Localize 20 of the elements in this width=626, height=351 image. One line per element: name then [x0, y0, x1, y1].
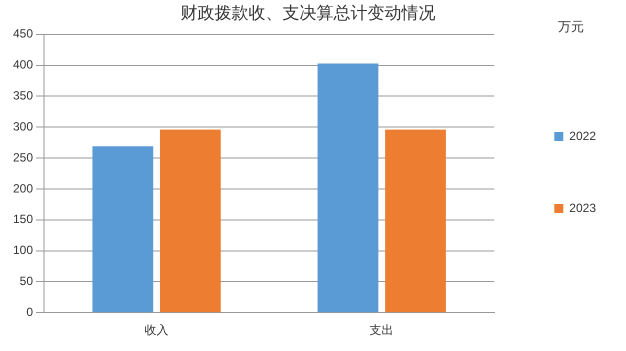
bar	[160, 130, 221, 312]
bar	[92, 146, 154, 312]
bar	[385, 130, 446, 312]
y-tick-label: 200	[12, 181, 34, 196]
y-tick-label: 400	[12, 58, 34, 72]
chart-title: 财政拨款收、支决算总计变动情况	[180, 4, 436, 24]
x-tick-label: 支出	[370, 323, 394, 338]
legend-label: 2023	[569, 200, 596, 215]
y-axis-title: 万元	[558, 19, 584, 36]
y-tick-label: 300	[12, 119, 34, 134]
y-tick-label: 250	[12, 150, 34, 164]
y-tick-label: 100	[12, 243, 34, 258]
y-tick-label: 50	[20, 274, 34, 288]
y-tick-label: 150	[12, 212, 34, 226]
y-tick-label: 0	[26, 304, 34, 319]
y-tick-label: 350	[12, 88, 34, 103]
x-tick-label: 收入	[144, 323, 169, 338]
y-tick-label: 450	[12, 26, 34, 41]
bar	[318, 63, 378, 312]
legend-label: 2022	[569, 128, 596, 143]
